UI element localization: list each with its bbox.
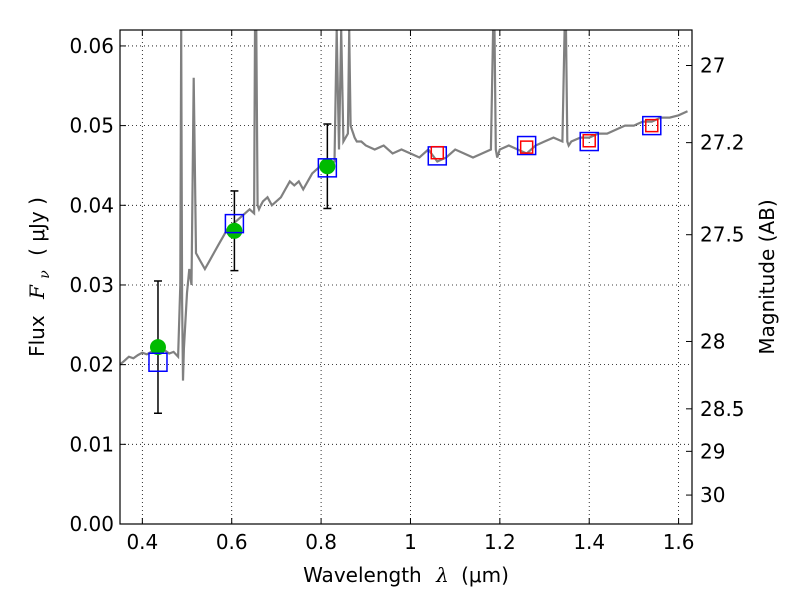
right-tick-label: 29 — [700, 439, 725, 463]
observed-point — [319, 158, 336, 175]
y-tick-label: 0.06 — [69, 34, 114, 58]
observed-point — [149, 339, 166, 356]
model-point-red — [645, 118, 659, 133]
x-tick-label: 1.6 — [663, 530, 695, 554]
y-tick-label: 0.01 — [69, 432, 114, 456]
x-tick-label: 1 — [404, 530, 417, 554]
grid — [120, 30, 692, 525]
y-tick-label: 0.05 — [69, 114, 114, 138]
right-tick-label: 28.5 — [700, 397, 745, 421]
model-point-red — [519, 140, 534, 154]
plot-area — [120, 30, 688, 414]
model-point-blue — [642, 115, 662, 136]
right-tick-label: 27 — [700, 54, 725, 78]
axis-ticks: 0.4 0.6 0.8 1 1.2 1.4 1.6 0.00 0.01 0.02 0.03 0.04 0… — [69, 30, 745, 554]
x-tick-label: 0.4 — [126, 530, 158, 554]
right-tick-label: 27.2 — [700, 131, 745, 155]
x-axis-label: Wavelength λ (μm) — [303, 563, 509, 587]
x-tick-label: 1.4 — [573, 530, 605, 554]
observed-point — [226, 222, 243, 239]
model-point-blue — [317, 158, 338, 178]
model-point-red — [430, 145, 445, 160]
model-point-red — [582, 134, 596, 148]
series-group — [120, 30, 688, 414]
x-tick-label: 1.2 — [484, 530, 516, 554]
plot-frame — [119, 29, 693, 525]
x-tick-label: 0.6 — [216, 530, 248, 554]
spectrum-line — [120, 30, 688, 381]
right-tick-label: 30 — [700, 483, 725, 507]
y-tick-label: 0.04 — [69, 193, 114, 217]
y-axis-label: Flux F ν ( μJy ) — [25, 197, 54, 357]
y-tick-label: 0.02 — [69, 353, 114, 377]
y-tick-label: 0.00 — [69, 512, 114, 536]
model-point-blue — [579, 131, 599, 152]
right-tick-label: 28 — [700, 329, 725, 353]
model-point-blue — [148, 352, 168, 373]
y-tick-label: 0.03 — [69, 273, 114, 297]
model-point-blue — [516, 135, 537, 156]
y-right-axis-label: Magnitude (AB) — [755, 199, 779, 354]
x-tick-label: 0.8 — [305, 530, 337, 554]
model-point-blue — [224, 213, 245, 234]
right-tick-label: 27.5 — [700, 223, 745, 247]
